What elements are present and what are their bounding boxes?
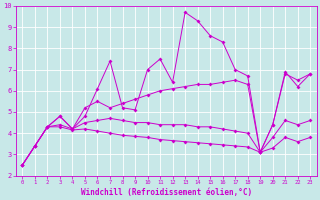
X-axis label: Windchill (Refroidissement éolien,°C): Windchill (Refroidissement éolien,°C) [81, 188, 252, 197]
